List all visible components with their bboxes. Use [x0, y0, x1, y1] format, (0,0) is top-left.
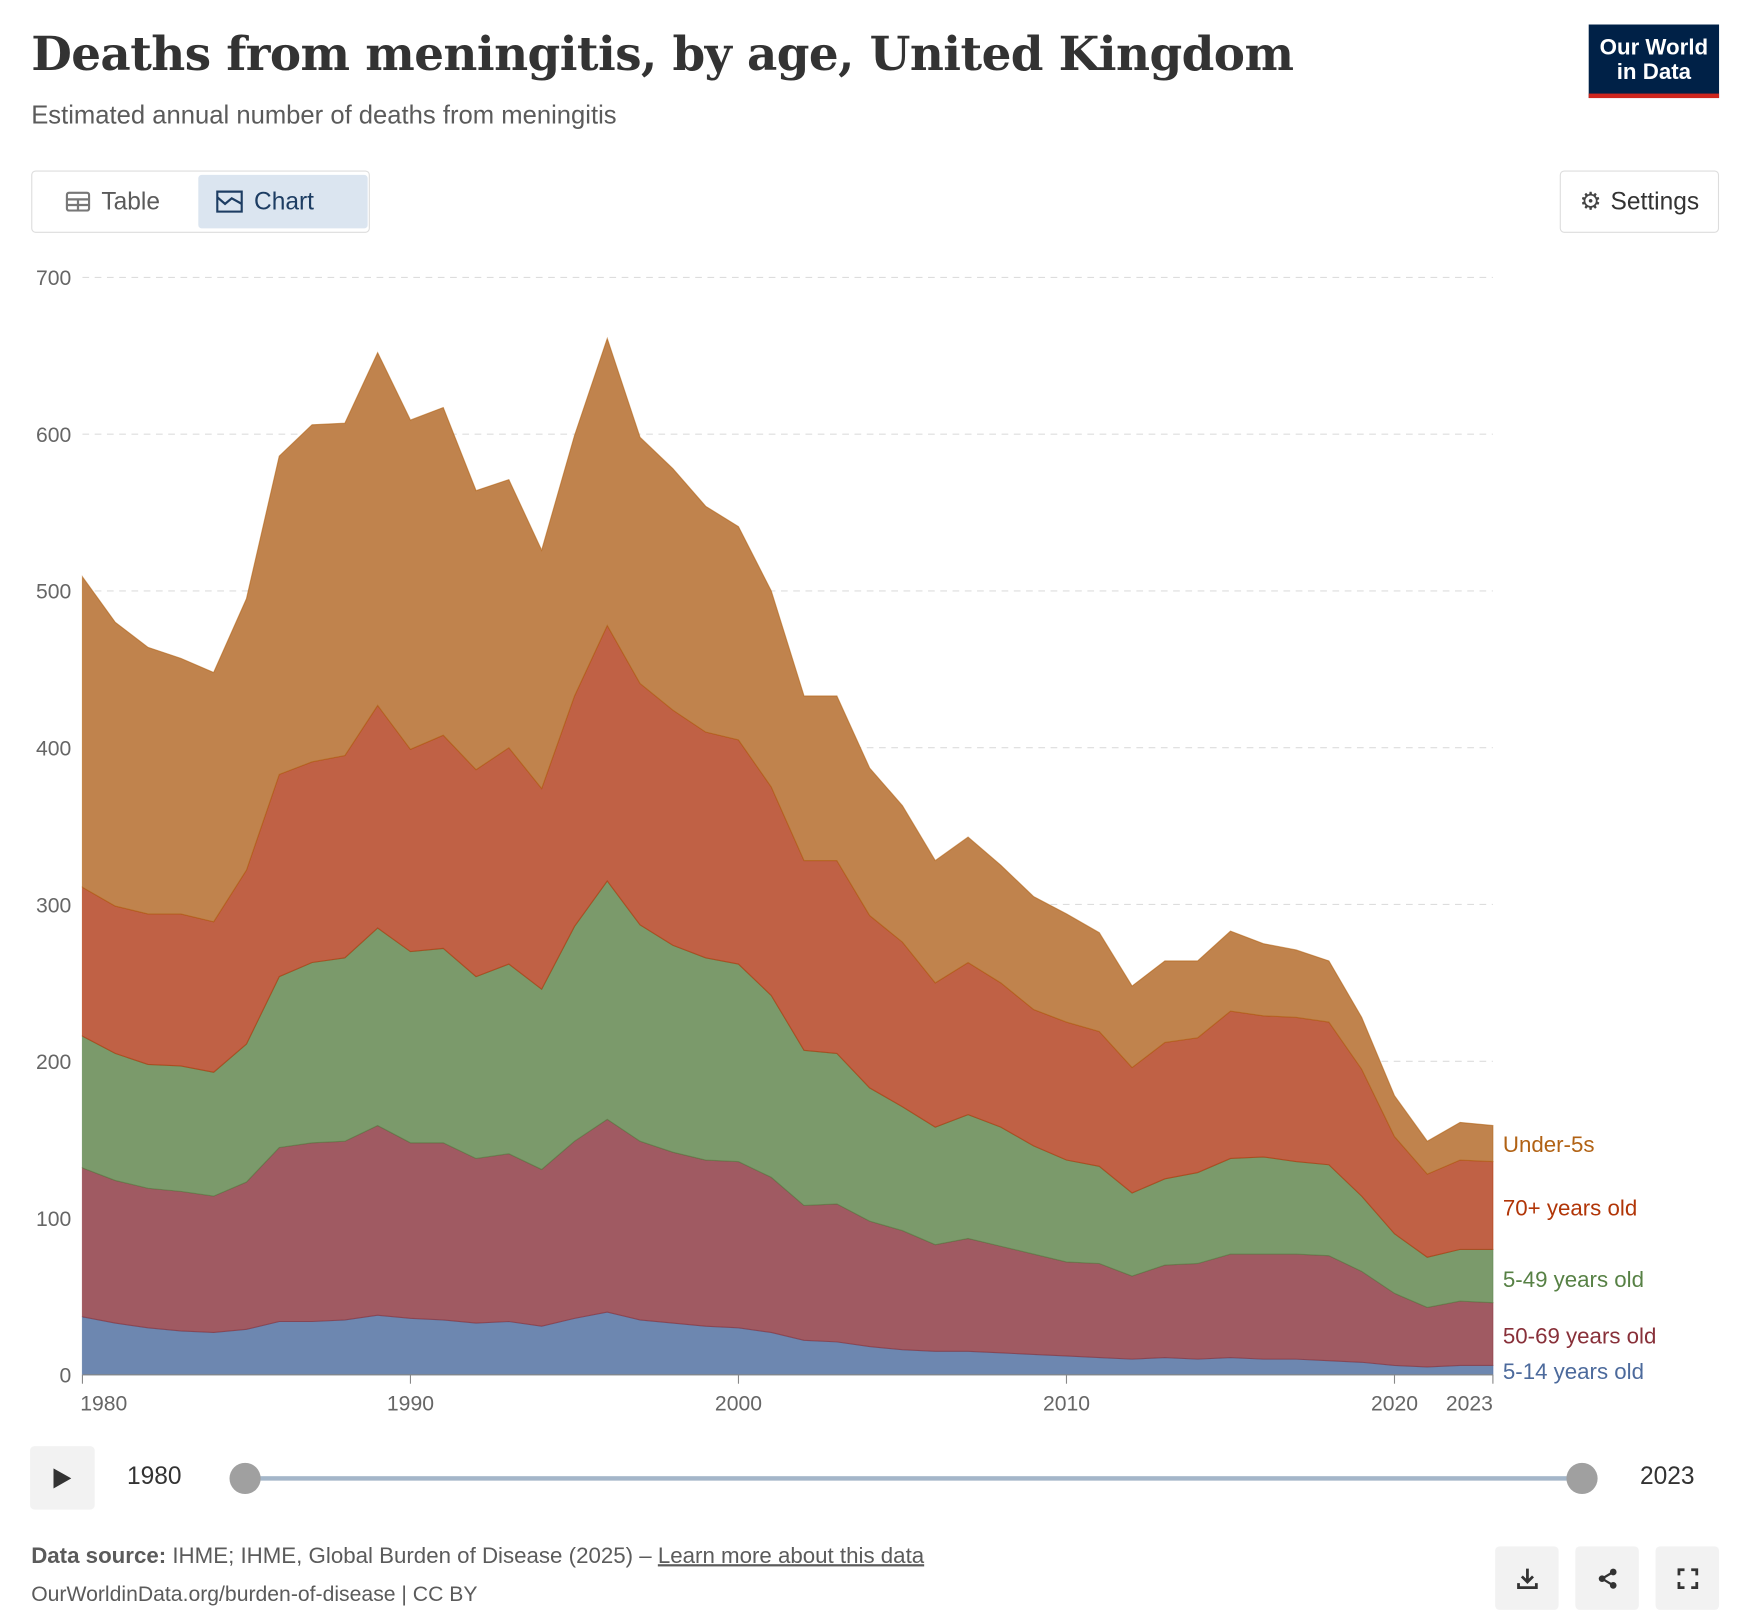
view-tabs: Table Chart [31, 170, 370, 233]
area-under-5s [81, 336, 1494, 1175]
tab-chart-label: Chart [254, 187, 314, 216]
stacked-area-chart: 0 100 200 300 400 500 600 700 5-14 years old 50-6… [36, 267, 1656, 1415]
x-tick-label: 2020 [1371, 1392, 1418, 1415]
y-tick-label: 400 [36, 738, 71, 761]
share-button[interactable] [1575, 1546, 1639, 1610]
settings-label: Settings [1610, 187, 1700, 216]
x-tick-label: 2010 [1043, 1392, 1090, 1415]
y-tick-label: 700 [36, 267, 71, 290]
tab-table[interactable]: Table [48, 175, 178, 228]
chart-subtitle: Estimated annual number of deaths from m… [31, 100, 617, 130]
timeline-start-label: 1980 [127, 1461, 182, 1490]
play-icon [53, 1467, 72, 1488]
y-tick-label: 600 [36, 424, 71, 447]
logo-line1: Our World [1599, 35, 1709, 61]
download-button[interactable] [1495, 1546, 1559, 1610]
data-source: Data source: IHME; IHME, Global Burden o… [31, 1544, 924, 1570]
y-tick-label: 100 [36, 1208, 71, 1231]
settings-button[interactable]: ⚙ Settings [1559, 170, 1720, 233]
gear-icon: ⚙ [1579, 187, 1602, 216]
source-label: Data source: [31, 1544, 167, 1569]
owid-logo[interactable]: Our World in Data [1588, 24, 1720, 99]
x-tick-label: 2023 [1446, 1392, 1493, 1415]
tab-chart[interactable]: Chart [198, 174, 368, 229]
download-icon [1516, 1568, 1538, 1589]
series-label: Under-5s [1503, 1132, 1595, 1157]
timeline-end-handle[interactable] [1566, 1462, 1598, 1495]
y-tick-label: 300 [36, 894, 71, 917]
chart-title: Deaths from meningitis, by age, United K… [31, 26, 1294, 82]
timeline-start-handle[interactable] [229, 1462, 261, 1495]
y-tick-label: 500 [36, 581, 71, 604]
chart-icon [216, 190, 243, 213]
share-icon [1598, 1568, 1617, 1589]
learn-more-link[interactable]: Learn more about this data [657, 1544, 925, 1569]
y-tick-label: 200 [36, 1051, 71, 1074]
fullscreen-button[interactable] [1655, 1546, 1720, 1610]
series-label: 5-14 years old [1503, 1359, 1644, 1384]
series-label: 50-69 years old [1503, 1324, 1656, 1349]
source-text: IHME; IHME, Global Burden of Disease (20… [166, 1544, 658, 1569]
logo-line2: in Data [1616, 60, 1692, 85]
series-label: 70+ years old [1503, 1195, 1637, 1220]
series-label: 5-49 years old [1503, 1267, 1644, 1292]
tab-table-label: Table [101, 187, 160, 216]
x-tick-label: 2000 [715, 1392, 762, 1415]
fullscreen-icon [1676, 1567, 1698, 1589]
source-url: OurWorldinData.org/burden-of-disease | C… [31, 1583, 478, 1607]
timeline-track[interactable] [245, 1476, 1583, 1481]
timeline-end-label: 2023 [1639, 1461, 1695, 1490]
table-icon [65, 191, 91, 212]
play-button[interactable] [30, 1446, 95, 1510]
x-tick-label: 1990 [387, 1392, 434, 1415]
x-tick-label: 1980 [80, 1392, 127, 1415]
y-tick-label: 0 [60, 1365, 72, 1388]
